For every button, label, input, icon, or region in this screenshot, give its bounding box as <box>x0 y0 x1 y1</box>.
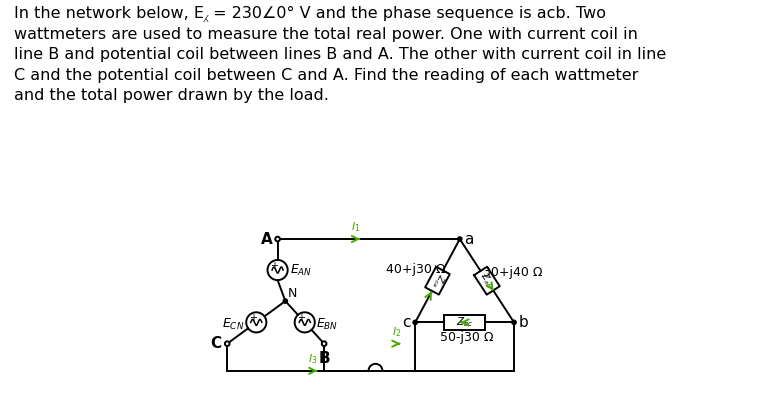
Text: +: + <box>249 313 257 323</box>
Text: B: B <box>318 351 330 366</box>
Text: +: + <box>297 313 305 323</box>
Text: C: C <box>211 336 222 351</box>
Circle shape <box>512 320 516 324</box>
Text: $E_{CN}$: $E_{CN}$ <box>222 317 245 332</box>
Text: +: + <box>270 261 278 270</box>
Circle shape <box>458 237 462 241</box>
Text: line B and potential coil between lines B and A. The other with current coil in : line B and potential coil between lines … <box>14 47 666 62</box>
Text: In the network below, E⁁ = 230∠0° V and the phase sequence is acb. Two: In the network below, E⁁ = 230∠0° V and … <box>14 6 606 22</box>
Text: $I_1$: $I_1$ <box>351 221 360 234</box>
Text: $E_{BN}$: $E_{BN}$ <box>317 317 339 332</box>
Text: a: a <box>464 232 473 247</box>
Text: 50-j30 Ω: 50-j30 Ω <box>440 331 493 344</box>
Text: A: A <box>261 232 272 247</box>
Text: 40+j30 Ω: 40+j30 Ω <box>386 263 446 276</box>
Circle shape <box>413 320 417 324</box>
Text: N: N <box>288 287 297 300</box>
Circle shape <box>275 237 280 241</box>
Text: $E_{AN}$: $E_{AN}$ <box>290 263 312 278</box>
Text: $Z_{ca}$: $Z_{ca}$ <box>428 271 447 290</box>
Text: C and the potential coil between C and A. Find the reading of each wattmeter: C and the potential coil between C and A… <box>14 68 638 83</box>
Bar <box>445 314 484 330</box>
Text: $I_3$: $I_3$ <box>309 352 318 366</box>
Text: c: c <box>402 315 410 330</box>
Text: 30+j40 Ω: 30+j40 Ω <box>484 266 543 279</box>
Circle shape <box>283 299 288 303</box>
Text: and the total power drawn by the load.: and the total power drawn by the load. <box>14 88 329 103</box>
Circle shape <box>225 341 229 346</box>
Text: $I_2$: $I_2$ <box>392 325 401 339</box>
Text: b: b <box>519 315 529 330</box>
Text: $Z_{ab}$: $Z_{ab}$ <box>477 270 497 291</box>
Text: $Z_{bc}$: $Z_{bc}$ <box>456 316 473 329</box>
Text: wattmeters are used to measure the total real power. One with current coil in: wattmeters are used to measure the total… <box>14 27 638 42</box>
Circle shape <box>322 341 327 346</box>
